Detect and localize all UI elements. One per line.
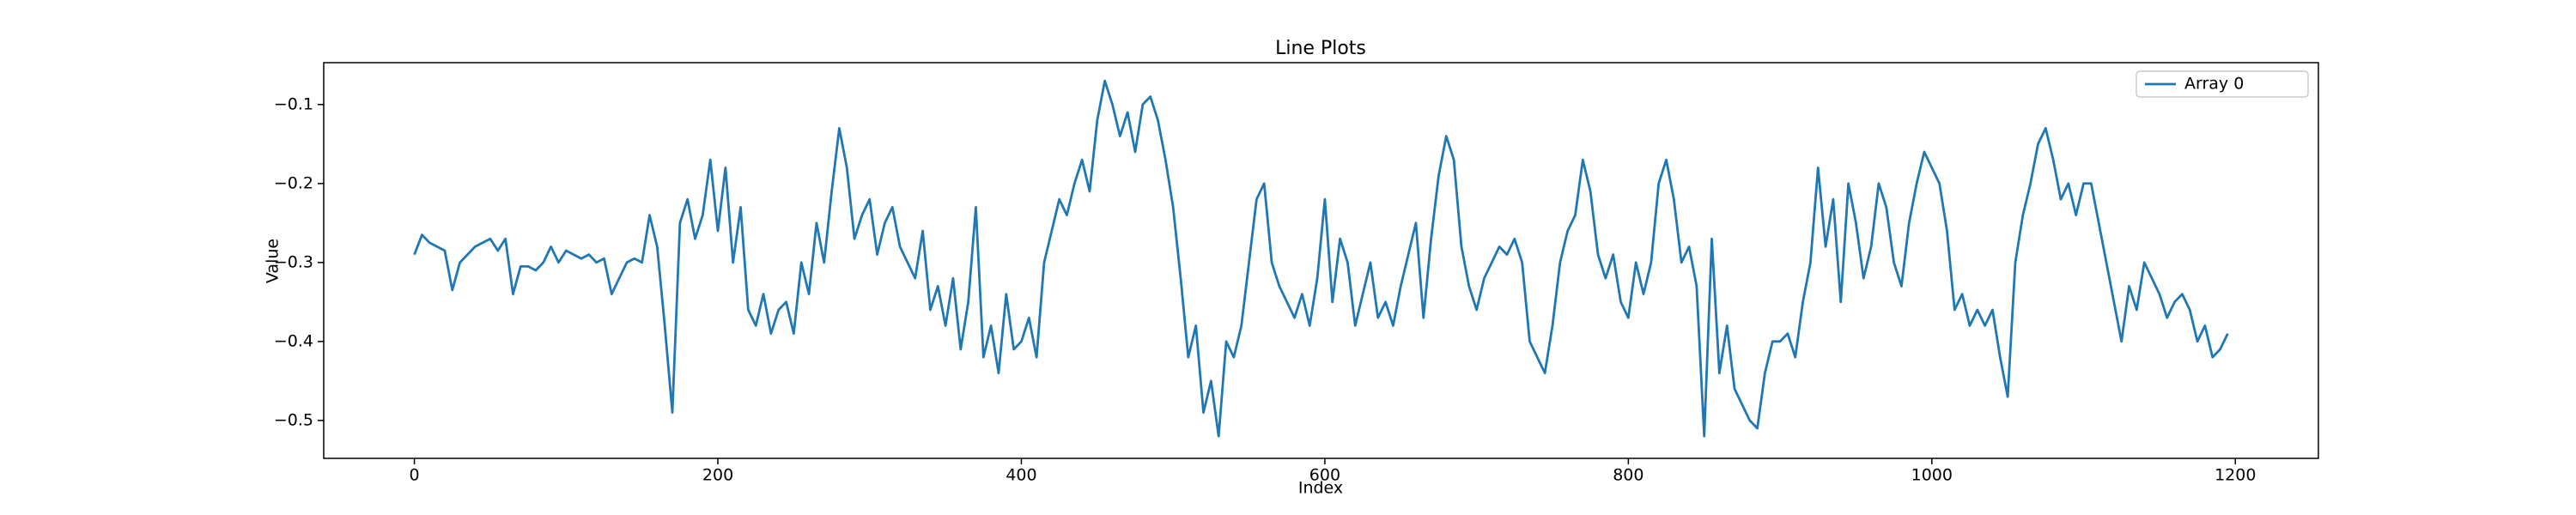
line: [413, 79, 2229, 438]
legend-box: [2136, 70, 2309, 98]
axes-frame: [323, 62, 2319, 459]
x-tick-label: 600: [1309, 466, 1340, 485]
legend-label: Array 0: [2184, 75, 2244, 94]
x-tick-label: 1000: [1911, 466, 1953, 485]
x-tick-label: 0: [410, 466, 420, 485]
y-axis-label: Value: [264, 239, 283, 283]
y-tick-label: −0.5: [274, 410, 313, 429]
x-axis-label: Index: [1298, 479, 1343, 498]
y-tick-label: −0.1: [274, 94, 313, 113]
x-tick-label: 400: [1005, 466, 1036, 485]
y-tick-label: −0.4: [274, 331, 313, 350]
y-tick-label: −0.2: [274, 173, 313, 192]
y-tick-label: −0.3: [274, 252, 313, 271]
x-tick-label: 800: [1613, 466, 1643, 485]
x-tick-label: 200: [702, 466, 733, 485]
chart-title: Line Plots: [1275, 38, 1366, 59]
x-tick-label: 1200: [2215, 466, 2256, 485]
